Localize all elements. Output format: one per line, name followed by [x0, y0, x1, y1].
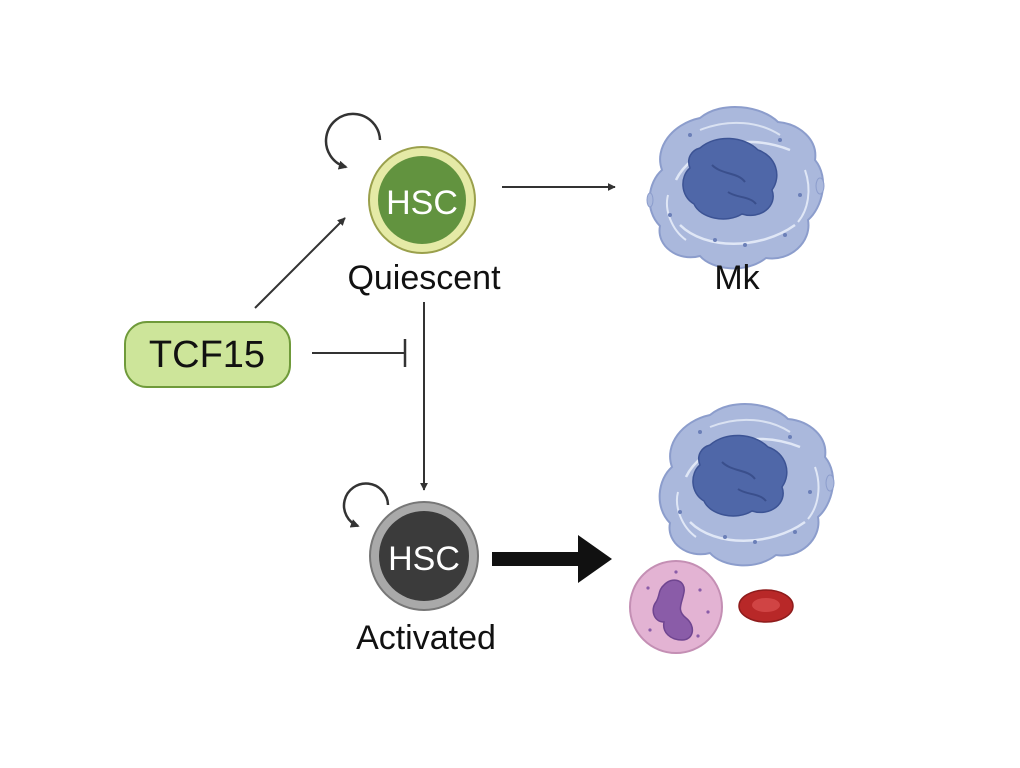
quiescent-hsc-label: HSC [386, 184, 458, 222]
rbc-center [752, 598, 780, 612]
activated-hsc-cell: HSC [369, 501, 479, 611]
quiescent-hsc-core [378, 156, 466, 244]
quiescent-state-label: Quiescent [347, 259, 501, 297]
activated-hsc-core [379, 511, 469, 601]
mk-label: Mk [714, 259, 760, 297]
tcf15-inhibition-bar [312, 339, 407, 367]
activated-state-label: Activated [356, 619, 496, 657]
quiescent-hsc-cell: HSC [368, 146, 476, 254]
mk-top-nucleus [682, 137, 778, 220]
megakaryocyte-top [646, 106, 825, 270]
activated-to-lineages-arrow [492, 535, 612, 583]
megakaryocyte-bottom [658, 403, 835, 567]
tcf15-activates-quiescent-arrow [254, 217, 346, 309]
myeloid-cell-nucleus [652, 579, 694, 641]
tcf15-label: TCF15 [149, 334, 265, 376]
myeloid-cell [629, 560, 723, 654]
quiescent-self-renewal-arrow [324, 112, 382, 170]
activated-self-renewal-arrow [342, 482, 390, 528]
tcf15-node: TCF15 [124, 321, 291, 388]
red-blood-cell [738, 589, 794, 623]
activated-hsc-label: HSC [388, 540, 460, 578]
tcf15-box [124, 321, 291, 388]
